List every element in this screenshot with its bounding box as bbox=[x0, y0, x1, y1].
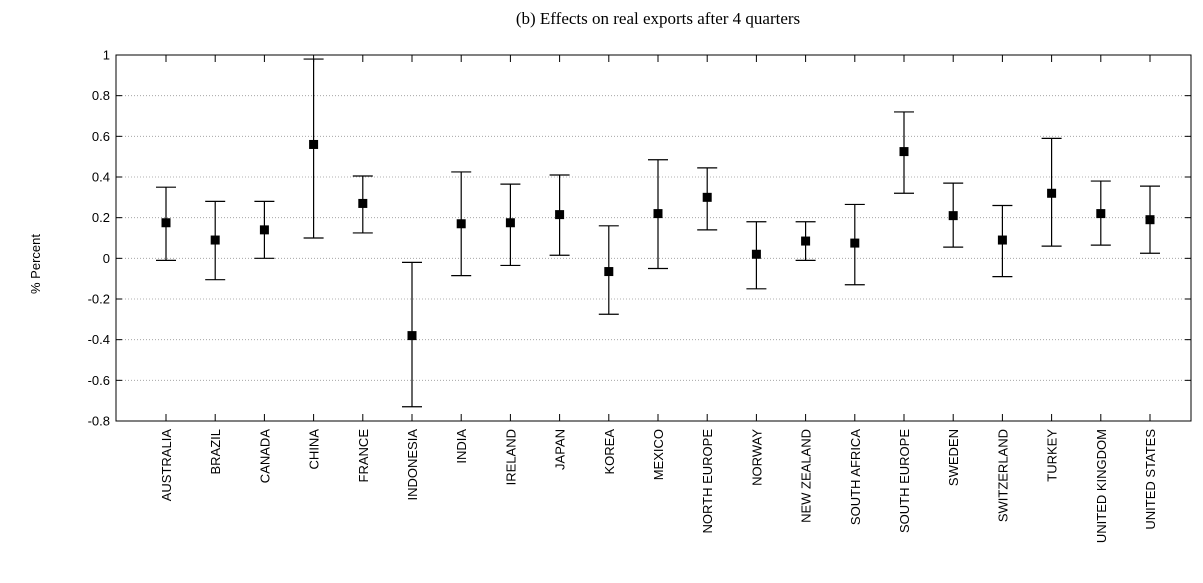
y-tick-label: -0.6 bbox=[88, 373, 110, 388]
x-tick-label: UNITED STATES bbox=[1143, 429, 1158, 530]
point-marker bbox=[751, 249, 761, 259]
point-marker bbox=[948, 211, 958, 221]
x-tick-label: NORWAY bbox=[749, 429, 764, 486]
x-tick-label: MEXICO bbox=[651, 429, 666, 480]
point-marker bbox=[899, 147, 909, 157]
point-marker bbox=[1047, 188, 1057, 198]
x-axis: AUSTRALIA BRAZIL CANADA CHINA FRANCE INDONESI… bbox=[159, 55, 1158, 543]
x-tick-label: CANADA bbox=[257, 429, 272, 484]
x-tick-label: SOUTH AFRICA bbox=[848, 429, 863, 525]
grid-lines bbox=[116, 95, 1191, 381]
x-tick-label: FRANCE bbox=[356, 429, 371, 483]
point-marker bbox=[702, 192, 712, 202]
y-tick-label: 0.2 bbox=[92, 210, 110, 225]
y-tick-label: 0 bbox=[103, 251, 110, 266]
point-marker bbox=[1096, 209, 1106, 219]
x-tick-label: JAPAN bbox=[553, 429, 568, 470]
y-tick-label: -0.4 bbox=[88, 332, 110, 347]
y-tick-label: -0.2 bbox=[88, 292, 110, 307]
y-tick-label: 0.8 bbox=[92, 88, 110, 103]
chart-title: (b) Effects on real exports after 4 quar… bbox=[516, 9, 800, 28]
error-bars bbox=[156, 58, 1160, 408]
point-marker bbox=[801, 236, 811, 246]
x-tick-label: BRAZIL bbox=[208, 429, 223, 475]
point-marker bbox=[850, 238, 860, 248]
x-tick-label: SWEDEN bbox=[946, 429, 961, 486]
x-tick-label: UNITED KINGDOM bbox=[1094, 429, 1109, 543]
y-tick-label: 1 bbox=[103, 48, 110, 63]
y-axis: 1 0.8 0.6 0.4 0.2 0 -0.2 -0.4 -0.6 -0.8 bbox=[88, 48, 1191, 429]
x-tick-label: TURKEY bbox=[1045, 429, 1060, 482]
x-tick-label: INDIA bbox=[454, 429, 469, 464]
y-axis-label: % Percent bbox=[28, 234, 43, 294]
x-tick-label: AUSTRALIA bbox=[159, 429, 174, 502]
point-marker bbox=[505, 218, 515, 228]
x-tick-label: NORTH EUROPE bbox=[700, 429, 715, 534]
x-tick-label: SOUTH EUROPE bbox=[897, 429, 912, 533]
x-tick-label: INDONESIA bbox=[405, 429, 420, 501]
point-marker bbox=[604, 267, 614, 277]
y-tick-label: 0.6 bbox=[92, 129, 110, 144]
plot-area-frame bbox=[115, 54, 1192, 422]
point-marker bbox=[259, 225, 269, 235]
point-marker bbox=[309, 139, 319, 149]
point-marker bbox=[210, 235, 220, 245]
x-tick-label: IRELAND bbox=[503, 429, 518, 485]
y-tick-label: 0.4 bbox=[92, 170, 110, 185]
point-marker bbox=[358, 198, 368, 208]
point-marker bbox=[456, 219, 466, 229]
point-marker bbox=[1145, 215, 1155, 225]
x-tick-label: CHINA bbox=[307, 429, 322, 470]
point-estimates bbox=[161, 139, 1155, 341]
y-tick-label: -0.8 bbox=[88, 414, 110, 429]
point-marker bbox=[555, 210, 565, 220]
x-tick-label: NEW ZEALAND bbox=[799, 429, 814, 523]
x-tick-label: SWITZERLAND bbox=[995, 429, 1010, 522]
x-tick-label: KOREA bbox=[602, 429, 617, 475]
point-marker bbox=[653, 209, 663, 219]
point-marker bbox=[407, 331, 417, 341]
point-marker bbox=[161, 218, 171, 228]
point-marker bbox=[997, 235, 1007, 245]
